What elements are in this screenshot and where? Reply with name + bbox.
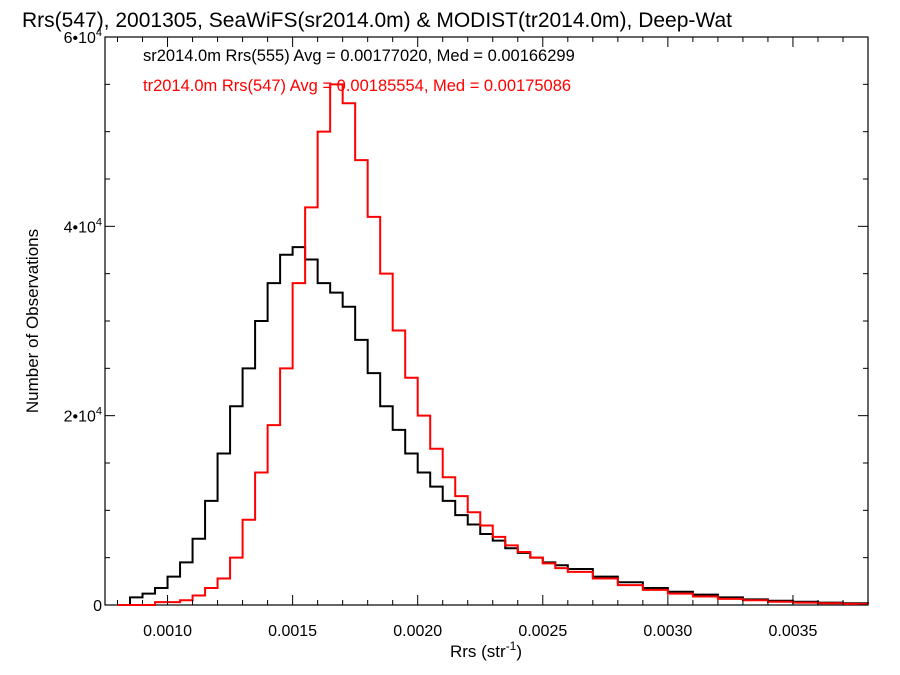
y-tick-label-base: 4•10 bbox=[64, 219, 96, 236]
y-tick-label: 2•104 bbox=[64, 406, 102, 426]
x-axis-label-close: ) bbox=[516, 642, 522, 661]
series-line-red bbox=[117, 83, 869, 606]
legend-entry-black: sr2014.0m Rrs(555) Avg = 0.00177020, Med… bbox=[143, 47, 575, 65]
legend-entry-red: tr2014.0m Rrs(547) Avg = 0.00185554, Med… bbox=[143, 77, 571, 95]
y-tick-label: 4•104 bbox=[64, 216, 102, 236]
x-axis-label-main: Rrs (str bbox=[450, 642, 506, 661]
x-tick-label: 0.0015 bbox=[268, 623, 317, 640]
series-line-black bbox=[117, 246, 869, 606]
y-tick-label-base: 6•10 bbox=[64, 30, 96, 47]
y-tick-label: 0 bbox=[93, 598, 102, 615]
y-tick-label-exponent: 4 bbox=[96, 216, 102, 228]
y-axis-label: Number of Observations bbox=[23, 229, 42, 413]
x-tick-label: 0.0035 bbox=[768, 623, 817, 640]
x-tick-label: 0.0020 bbox=[393, 623, 442, 640]
chart-title: Rrs(547), 2001305, SeaWiFS(sr2014.0m) & … bbox=[22, 9, 732, 32]
x-tick-label: 0.0030 bbox=[643, 623, 692, 640]
ticks-layer: 0.0010 0.0015 0.0020 0.0025 0.0030 0.0035 0 2•1… bbox=[64, 27, 869, 640]
x-tick-label: 0.0025 bbox=[518, 623, 567, 640]
series-layer bbox=[117, 83, 869, 606]
x-axis-label-exponent: -1 bbox=[506, 639, 517, 653]
y-tick-label-exponent: 4 bbox=[96, 406, 102, 418]
y-tick-label-base: 2•10 bbox=[64, 409, 96, 426]
x-axis-label: Rrs (str-1) bbox=[450, 639, 522, 661]
plot-frame bbox=[104, 36, 869, 606]
y-tick-label-exponent: 4 bbox=[96, 27, 102, 39]
y-tick-label-base: 0 bbox=[93, 598, 102, 615]
x-tick-label: 0.0010 bbox=[143, 623, 192, 640]
y-tick-label: 6•104 bbox=[64, 27, 102, 47]
